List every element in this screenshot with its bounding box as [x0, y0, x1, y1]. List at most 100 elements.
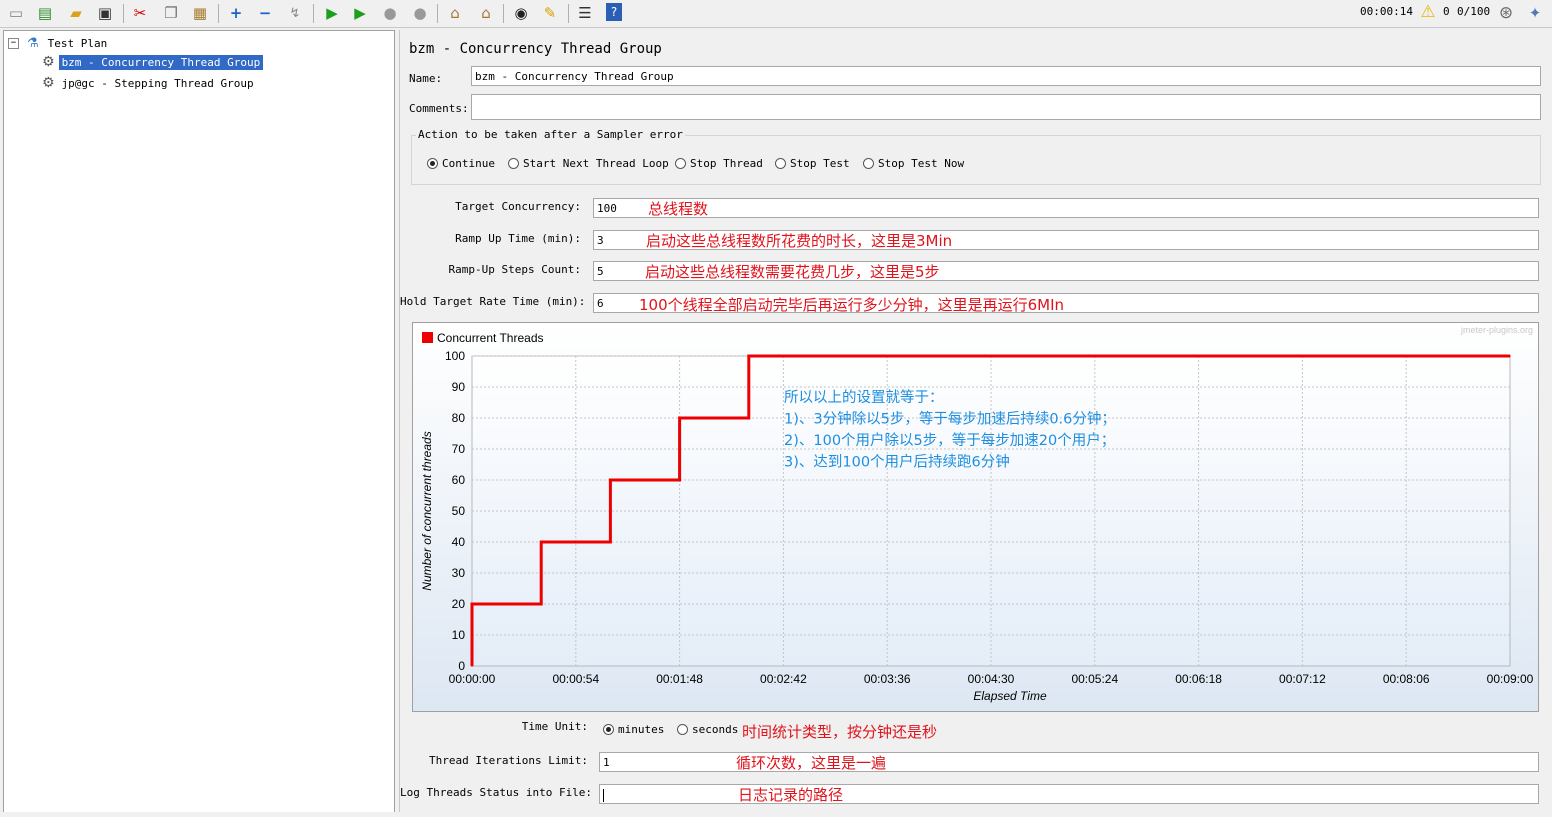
- cut-icon[interactable]: ✂: [133, 3, 147, 22]
- radio-stop-thread[interactable]: Stop Thread: [675, 157, 763, 170]
- paste-icon[interactable]: ▦: [192, 3, 208, 22]
- comments-field[interactable]: [471, 94, 1541, 120]
- clear-all-icon[interactable]: ⌂: [481, 3, 491, 22]
- hold-target-rate-field[interactable]: 6: [593, 293, 1539, 313]
- ramp-up-steps-label: Ramp-Up Steps Count:: [448, 263, 581, 276]
- y-tick-label: 90: [452, 380, 466, 394]
- x-tick-label: 00:09:00: [1487, 672, 1534, 686]
- radio-label: Start Next Thread Loop: [523, 157, 669, 170]
- help-icon[interactable]: ?: [606, 3, 622, 21]
- target-concurrency-note: 总线程数: [648, 200, 709, 218]
- radio-label: Stop Test Now: [878, 157, 965, 170]
- plot-area: [471, 355, 1511, 667]
- series-point: [471, 665, 473, 667]
- radio-seconds[interactable]: seconds: [677, 723, 738, 736]
- thread-group-gear-icon: ⚙: [42, 75, 55, 91]
- y-tick-label: 50: [452, 504, 466, 518]
- ramp-up-time-note: 启动这些总线程数所花费的时长，这里是3Min: [646, 232, 953, 250]
- y-tick-label: 20: [452, 597, 466, 611]
- radio-button[interactable]: [427, 158, 438, 169]
- shutdown-icon[interactable]: ●: [413, 3, 427, 22]
- toggle-icon[interactable]: ↯: [289, 5, 301, 21]
- radio-minutes[interactable]: minutes: [603, 723, 664, 736]
- series-point: [748, 355, 750, 357]
- clear-icon[interactable]: ⌂: [450, 3, 460, 22]
- radio-stop-test-now[interactable]: Stop Test Now: [863, 157, 964, 170]
- toolbar-separator: [218, 4, 219, 23]
- x-tick-label: 00:00:54: [552, 672, 599, 686]
- reset-search-icon[interactable]: ✎: [543, 3, 557, 22]
- collapse-icon[interactable]: −: [258, 3, 272, 22]
- stop-icon[interactable]: ●: [383, 3, 397, 22]
- y-tick-label: 100: [445, 349, 465, 363]
- name-field[interactable]: bzm - Concurrency Thread Group: [471, 66, 1541, 86]
- legend-label: Concurrent Threads: [437, 331, 544, 345]
- series-point: [609, 479, 612, 481]
- toolbar-separator: [503, 4, 504, 23]
- thread-iterations-field[interactable]: 1: [599, 752, 1539, 772]
- comments-label: Comments:: [409, 102, 469, 115]
- x-tick-label: 00:02:42: [760, 672, 807, 686]
- thread-iterations-note: 循环次数，这里是一遍: [736, 754, 887, 772]
- thread-iterations-label: Thread Iterations Limit:: [429, 754, 588, 767]
- tree-item-stepping-thread-group[interactable]: ⚙ jp@gc - Stepping Thread Group: [42, 74, 257, 92]
- remote-status-icon[interactable]: ⊛: [1498, 2, 1514, 23]
- save-icon[interactable]: ▣: [97, 3, 113, 22]
- concurrency-chart: jmeter-plugins.org 0 10 20 30 40 50 60 70 80 90 100…: [412, 322, 1539, 712]
- toolbar: ▭ ▤ ▰ ▣ ✂ ❐ ▦ + − ↯ ▶ ▶ ● ● ⌂ ⌂ ◉ ✎ ☰ ? …: [0, 0, 1552, 28]
- time-unit-note: 时间统计类型，按分钟还是秒: [742, 723, 938, 741]
- tree-item-label: bzm - Concurrency Thread Group: [58, 54, 264, 70]
- warning-icon[interactable]: ⚠: [1420, 1, 1436, 22]
- ramp-up-time-field[interactable]: 3: [593, 230, 1539, 250]
- radio-button[interactable]: [603, 724, 614, 735]
- toolbar-separator: [568, 4, 569, 23]
- open-folder-icon[interactable]: ▰: [70, 3, 82, 22]
- radio-button[interactable]: [675, 158, 686, 169]
- x-tick-label: 00:08:06: [1383, 672, 1430, 686]
- x-tick-label: 00:00:00: [449, 672, 496, 686]
- search-icon[interactable]: ◉: [514, 3, 528, 22]
- log-viewer-icon[interactable]: ✦: [1528, 3, 1542, 22]
- log-threads-field[interactable]: [599, 784, 1539, 804]
- test-plan-icon: ⚗: [27, 35, 39, 51]
- radio-button[interactable]: [508, 158, 519, 169]
- x-tick-label: 00:06:18: [1175, 672, 1222, 686]
- chart-annotation-line: 3)、达到100个用户后持续跑6分钟: [784, 454, 1010, 471]
- ramp-up-steps-field[interactable]: 5: [593, 261, 1539, 281]
- target-concurrency-label: Target Concurrency:: [455, 200, 581, 213]
- legend-swatch: [422, 332, 433, 343]
- sampler-error-legend: Action to be taken after a Sampler error: [416, 128, 685, 141]
- start-no-pauses-icon[interactable]: ▶: [354, 3, 366, 22]
- collapse-toggle-icon[interactable]: −: [8, 37, 19, 49]
- target-concurrency-field[interactable]: 100: [593, 198, 1539, 218]
- panel-title: bzm - Concurrency Thread Group: [409, 41, 662, 57]
- start-icon[interactable]: ▶: [326, 3, 338, 22]
- radio-continue[interactable]: Continue: [427, 157, 495, 170]
- radio-label: Stop Thread: [690, 157, 763, 170]
- radio-start-next-thread-loop[interactable]: Start Next Thread Loop: [508, 157, 669, 170]
- copy-icon[interactable]: ❐: [164, 3, 178, 22]
- toolbar-separator: [437, 4, 438, 23]
- toolbar-separator: [123, 4, 124, 23]
- x-tick-label: 00:03:36: [864, 672, 911, 686]
- expand-icon[interactable]: +: [229, 3, 243, 22]
- test-plan-tree[interactable]: − ⚗ Test Plan ⚙ bzm - Concurrency Thread…: [3, 30, 395, 815]
- new-file-icon[interactable]: ▭: [8, 3, 24, 22]
- text-cursor: [603, 788, 604, 802]
- time-unit-label: Time Unit:: [521, 720, 588, 733]
- thread-group-panel: bzm - Concurrency Thread Group Name: bzm…: [399, 30, 1550, 813]
- function-helper-icon[interactable]: ☰: [578, 3, 592, 22]
- y-tick-label: 0: [458, 659, 465, 673]
- ramp-up-steps-note: 启动这些总线程数需要花费几步，这里是5步: [645, 263, 940, 281]
- radio-stop-test[interactable]: Stop Test: [775, 157, 850, 170]
- tree-root[interactable]: − ⚗ Test Plan: [8, 34, 110, 52]
- radio-button[interactable]: [677, 724, 688, 735]
- templates-icon[interactable]: ▤: [37, 3, 53, 22]
- sampler-error-action-group: Action to be taken after a Sampler error…: [411, 128, 1541, 185]
- x-tick-label: 00:01:48: [656, 672, 703, 686]
- tree-item-concurrency-thread-group[interactable]: ⚙ bzm - Concurrency Thread Group: [42, 53, 264, 71]
- radio-button[interactable]: [863, 158, 874, 169]
- radio-button[interactable]: [775, 158, 786, 169]
- y-tick-label: 60: [452, 473, 466, 487]
- chart-svg: jmeter-plugins.org 0 10 20 30 40 50 60 70 80 90 100…: [413, 323, 1538, 711]
